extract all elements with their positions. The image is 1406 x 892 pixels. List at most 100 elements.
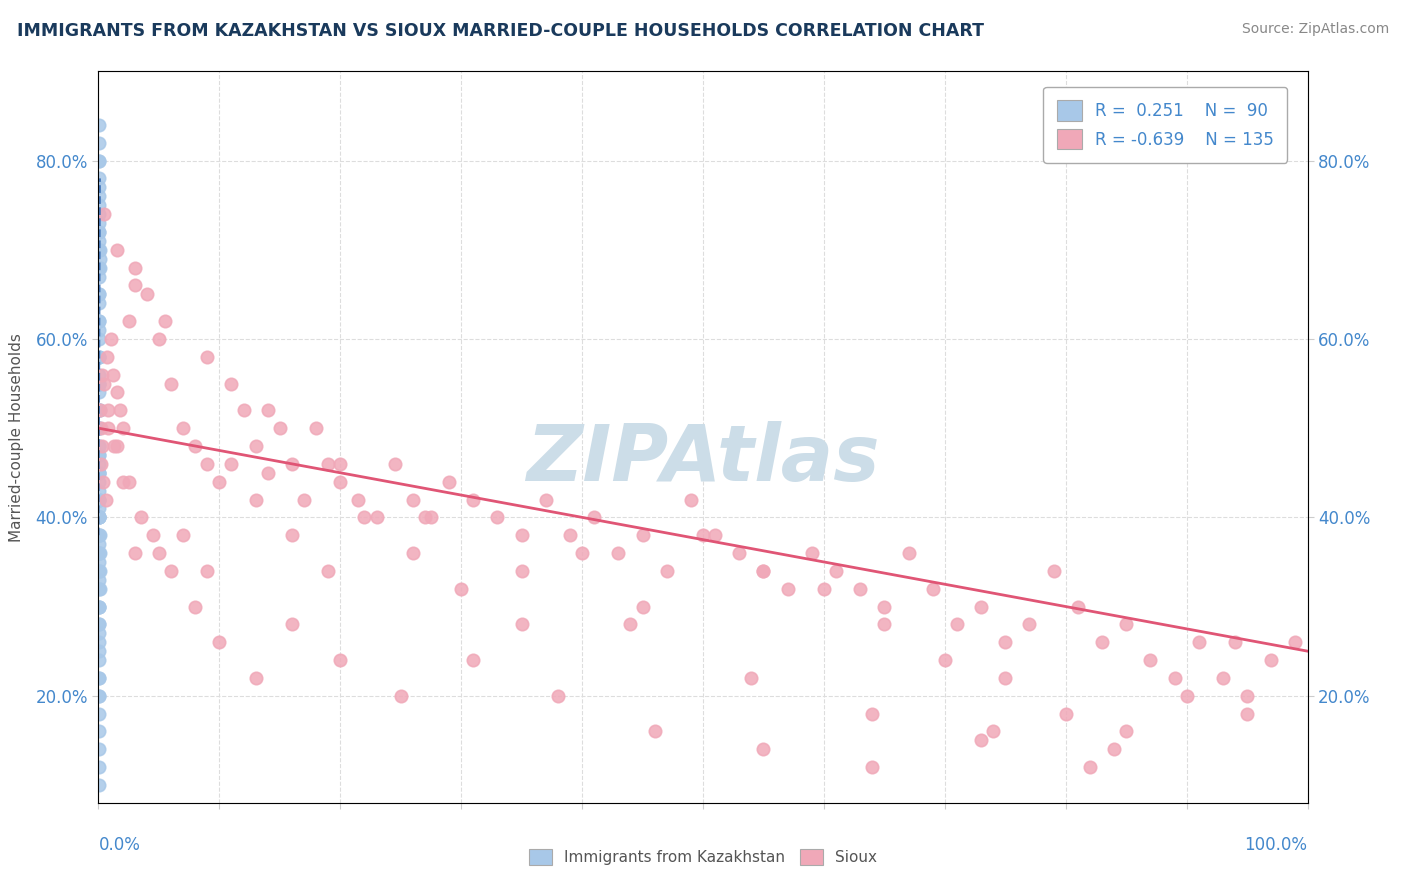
Point xyxy=(87,626,110,640)
Y-axis label: Married-couple Households: Married-couple Households xyxy=(10,333,24,541)
Point xyxy=(1102,742,1125,756)
Point xyxy=(124,278,146,293)
Point xyxy=(269,421,291,435)
Point xyxy=(389,689,412,703)
Point xyxy=(90,421,112,435)
Point xyxy=(1163,671,1185,685)
Point xyxy=(91,368,114,382)
Point xyxy=(752,564,775,578)
Point xyxy=(87,466,110,480)
Legend: Immigrants from Kazakhstan, Sioux: Immigrants from Kazakhstan, Sioux xyxy=(523,843,883,871)
Point xyxy=(105,385,128,400)
Point xyxy=(124,546,146,560)
Point xyxy=(87,546,110,560)
Point xyxy=(87,448,110,462)
Point xyxy=(208,475,231,489)
Point xyxy=(547,689,569,703)
Point xyxy=(1175,689,1198,703)
Point xyxy=(153,314,176,328)
Point xyxy=(87,501,110,516)
Point xyxy=(232,403,254,417)
Point xyxy=(873,617,896,632)
Point xyxy=(256,403,278,417)
Point xyxy=(1236,689,1258,703)
Point xyxy=(89,492,111,507)
Point xyxy=(1018,617,1040,632)
Point xyxy=(93,376,115,391)
Point xyxy=(89,376,111,391)
Point xyxy=(87,510,110,524)
Point xyxy=(384,457,406,471)
Point xyxy=(96,350,118,364)
Point xyxy=(692,528,714,542)
Point xyxy=(89,582,111,596)
Point xyxy=(87,314,110,328)
Point xyxy=(87,296,110,310)
Point xyxy=(486,510,509,524)
Point xyxy=(160,376,183,391)
Point xyxy=(87,528,110,542)
Point xyxy=(1067,599,1090,614)
Point xyxy=(87,599,110,614)
Point xyxy=(655,564,678,578)
Point xyxy=(89,207,111,221)
Point xyxy=(208,635,231,649)
Point xyxy=(87,510,110,524)
Point xyxy=(87,546,110,560)
Point xyxy=(87,216,110,230)
Text: Source: ZipAtlas.com: Source: ZipAtlas.com xyxy=(1241,22,1389,37)
Point xyxy=(184,599,207,614)
Point xyxy=(1091,635,1114,649)
Point xyxy=(89,323,111,337)
Point xyxy=(245,492,267,507)
Point xyxy=(946,617,969,632)
Point xyxy=(89,225,111,239)
Point xyxy=(316,457,339,471)
Point xyxy=(402,546,425,560)
Point xyxy=(87,510,110,524)
Point xyxy=(87,243,110,257)
Point xyxy=(1212,671,1234,685)
Point xyxy=(329,653,352,667)
Point xyxy=(100,332,122,346)
Point xyxy=(776,582,799,596)
Point xyxy=(245,439,267,453)
Point xyxy=(87,136,110,150)
Point xyxy=(94,492,117,507)
Point xyxy=(921,582,943,596)
Point xyxy=(366,510,388,524)
Point xyxy=(970,599,993,614)
Point xyxy=(813,582,835,596)
Point xyxy=(103,439,125,453)
Point xyxy=(111,475,134,489)
Point xyxy=(87,403,110,417)
Point xyxy=(89,350,111,364)
Point xyxy=(87,599,110,614)
Point xyxy=(450,582,472,596)
Point xyxy=(897,546,920,560)
Point xyxy=(87,555,110,569)
Point xyxy=(583,510,606,524)
Point xyxy=(87,421,110,435)
Point xyxy=(245,671,267,685)
Point xyxy=(752,564,775,578)
Point xyxy=(402,492,425,507)
Point xyxy=(87,350,110,364)
Point xyxy=(87,269,110,284)
Point xyxy=(87,689,110,703)
Point xyxy=(87,492,110,507)
Point xyxy=(87,153,110,168)
Point xyxy=(148,332,170,346)
Point xyxy=(1115,724,1137,739)
Point xyxy=(825,564,848,578)
Point xyxy=(160,564,183,578)
Point xyxy=(413,510,436,524)
Point xyxy=(87,403,110,417)
Point xyxy=(292,492,315,507)
Point xyxy=(571,546,593,560)
Point xyxy=(221,376,243,391)
Point xyxy=(87,483,110,498)
Point xyxy=(195,457,218,471)
Point xyxy=(752,742,775,756)
Point xyxy=(305,421,328,435)
